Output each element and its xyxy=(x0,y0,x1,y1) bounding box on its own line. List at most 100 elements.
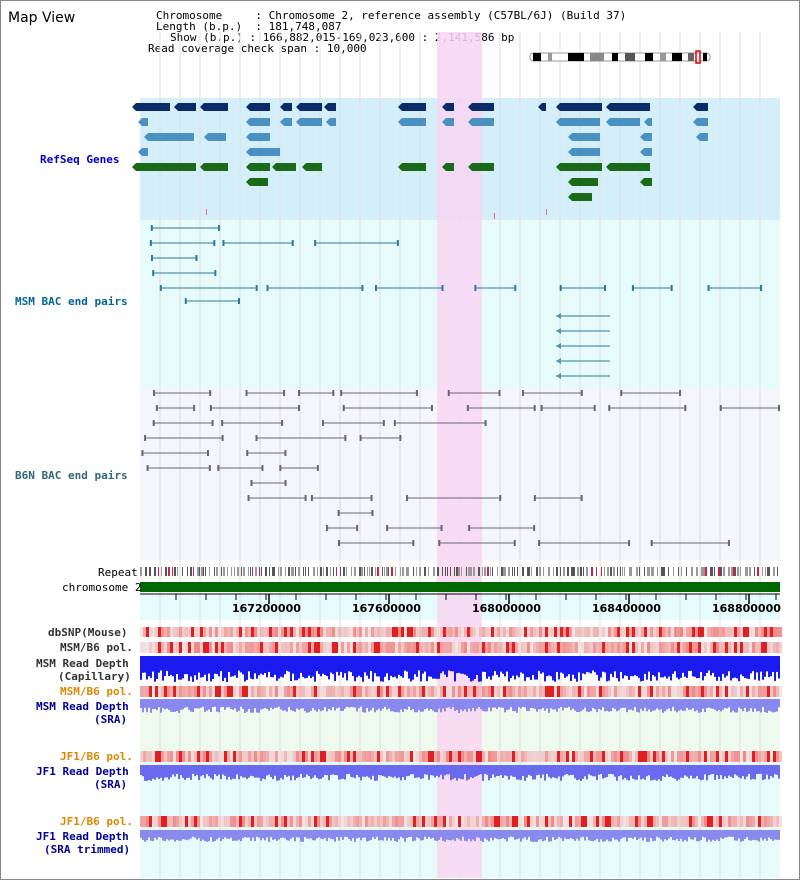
read-depth-bar xyxy=(510,699,512,708)
read-depth-bar xyxy=(440,830,442,838)
polymorphism-cell xyxy=(221,751,224,762)
polymorphism-cell xyxy=(257,642,260,653)
read-depth-bar xyxy=(616,765,618,781)
polymorphism-cell xyxy=(743,686,746,697)
gene-strand-arrow xyxy=(272,163,276,171)
polymorphism-cell xyxy=(164,751,167,762)
repeat-mark xyxy=(416,567,417,576)
polymorphism-cell xyxy=(542,751,545,762)
read-depth-bar xyxy=(750,830,752,841)
polymorphism-cell xyxy=(566,627,569,637)
read-depth-bar xyxy=(488,656,490,677)
read-depth-bar xyxy=(466,699,468,712)
read-depth-bar xyxy=(284,765,286,775)
read-depth-bar xyxy=(178,699,180,713)
read-depth-bar xyxy=(382,765,384,777)
read-depth-bar xyxy=(386,656,388,674)
polymorphism-cell xyxy=(335,686,338,697)
read-depth-bar xyxy=(454,765,456,778)
read-depth-bar xyxy=(154,830,156,838)
polymorphism-cell xyxy=(407,627,410,637)
b6n-bac-pair-end xyxy=(283,390,286,396)
read-depth-bar xyxy=(624,699,626,708)
gene-strand-arrow xyxy=(606,163,610,171)
polymorphism-cell xyxy=(647,686,650,697)
read-depth-bar xyxy=(562,699,564,711)
read-depth-bar xyxy=(228,656,230,673)
polymorphism-cell xyxy=(575,751,578,762)
polymorphism-cell xyxy=(755,816,758,827)
read-depth-bar xyxy=(354,765,356,779)
read-depth-bar xyxy=(204,699,206,712)
b6n-bac-label[interactable]: B6N BAC end pairs xyxy=(15,469,128,482)
read-depth-bar xyxy=(404,765,406,781)
read-depth-bar xyxy=(338,765,340,780)
read-depth-bar xyxy=(414,830,416,841)
read-depth-bar xyxy=(770,830,772,840)
read-depth-bar xyxy=(770,699,772,712)
polymorphism-cell xyxy=(449,686,452,697)
read-depth-bar xyxy=(602,765,604,779)
polymorphism-cell xyxy=(638,751,641,762)
polymorphism-cell xyxy=(434,751,437,762)
polymorphism-cell xyxy=(290,751,293,762)
repeat-mark xyxy=(718,567,720,576)
read-depth-bar xyxy=(620,656,622,673)
polymorphism-cell xyxy=(353,627,356,637)
polymorphism-cell xyxy=(557,642,560,653)
polymorphism-cell xyxy=(476,627,479,637)
read-depth-bar xyxy=(440,765,442,775)
polymorphism-cell xyxy=(293,816,296,827)
read-depth-bar xyxy=(744,699,746,708)
polymorphism-cell xyxy=(251,642,254,653)
polymorphism-cell xyxy=(356,642,359,653)
b6n-bac-pair-end xyxy=(155,405,158,411)
read-depth-bar xyxy=(688,699,690,710)
read-depth-bar xyxy=(264,699,266,709)
read-depth-bar xyxy=(724,699,726,709)
repeat-mark xyxy=(391,567,393,576)
refseq-genes-label[interactable]: RefSeq Genes xyxy=(40,153,120,166)
repeat-mark xyxy=(624,567,625,576)
polymorphism-cell xyxy=(236,627,239,637)
polymorphism-cell xyxy=(698,686,701,697)
polymorphism-cell xyxy=(776,686,779,697)
read-depth-bar xyxy=(692,656,694,677)
read-depth-bar xyxy=(432,765,434,776)
read-depth-bar xyxy=(606,830,608,840)
read-depth-bar xyxy=(486,830,488,840)
repeat-mark xyxy=(487,567,489,576)
repeat-mark xyxy=(661,567,663,576)
read-depth-bar xyxy=(140,765,142,775)
msm-bac-label[interactable]: MSM BAC end pairs xyxy=(15,295,128,308)
gene-strand-arrow xyxy=(640,148,644,156)
read-depth-bar xyxy=(678,699,680,711)
read-depth-bar xyxy=(762,765,764,781)
polymorphism-cell xyxy=(731,627,734,637)
polymorphism-cell xyxy=(620,751,623,762)
read-depth-bar xyxy=(316,656,318,672)
read-depth-bar xyxy=(328,656,330,680)
repeat-mark xyxy=(252,567,253,576)
repeat-mark xyxy=(466,567,467,576)
polymorphism-cell xyxy=(263,686,266,697)
polymorphism-cell xyxy=(668,751,671,762)
msm-bac-pair-end xyxy=(291,240,294,246)
read-depth-bar xyxy=(464,765,466,775)
polymorphism-cell xyxy=(704,627,707,637)
capillary-sublabel: (Capillary) xyxy=(58,670,131,683)
ideogram-band xyxy=(533,53,541,61)
polymorphism-cell xyxy=(617,642,620,653)
polymorphism-cell xyxy=(224,642,227,653)
polymorphism-cell xyxy=(239,816,242,827)
read-depth-bar xyxy=(616,830,618,840)
read-depth-bar xyxy=(178,656,180,680)
polymorphism-cell xyxy=(368,627,371,637)
msm-bac-pair-end xyxy=(707,285,710,291)
polymorphism-cell xyxy=(422,816,425,827)
read-depth-bar xyxy=(338,699,340,708)
msm-bac-pair-end xyxy=(556,373,561,379)
polymorphism-cell xyxy=(431,627,434,637)
read-depth-bar xyxy=(578,765,580,780)
